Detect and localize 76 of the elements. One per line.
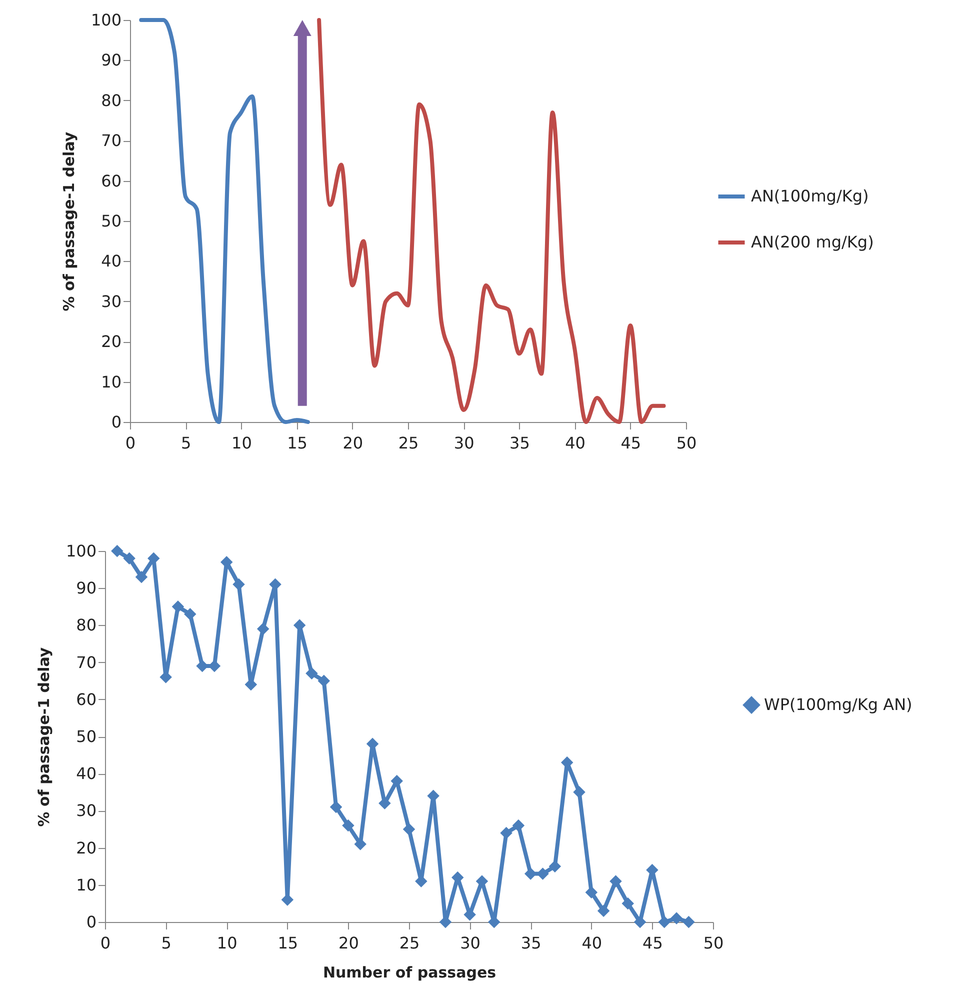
x-tick-label: 40	[582, 934, 602, 952]
x-tick-label: 30	[454, 434, 474, 452]
point	[585, 886, 598, 898]
y-axis-title: % of passage-1 delay	[34, 647, 53, 827]
y-tick-label: 10	[101, 372, 122, 392]
y-tick-label: 90	[101, 50, 122, 70]
x-tick-label: 15	[287, 434, 308, 452]
point	[306, 667, 318, 680]
point	[232, 578, 245, 591]
point	[500, 826, 512, 840]
x-tick-label: 50	[676, 434, 697, 452]
x-tick-label: 5	[181, 434, 192, 452]
point	[123, 552, 136, 565]
x-tick-label: 15	[278, 934, 298, 952]
point	[682, 916, 695, 928]
point	[111, 544, 124, 558]
y-tick-label: 90	[76, 578, 96, 598]
y-tick-label: 60	[76, 690, 96, 709]
x-tick-label: 25	[399, 934, 420, 952]
y-tick-label: 100	[90, 10, 122, 30]
x-tick-label: 45	[620, 434, 642, 452]
x-tick-label: 20	[338, 934, 359, 952]
point	[597, 904, 610, 917]
point	[573, 786, 586, 798]
x-tick-label: 20	[342, 434, 364, 452]
x-tick-label: 10	[232, 434, 252, 452]
y-tick-label: 70	[76, 652, 96, 672]
legend-label: AN(200 mg/Kg)	[751, 232, 874, 252]
point	[330, 800, 342, 814]
x-tick-label: 0	[125, 434, 136, 452]
point	[402, 823, 416, 836]
point	[622, 897, 634, 910]
point	[184, 608, 196, 620]
y-tick-label: 50	[76, 727, 96, 746]
y-tick-label: 0	[111, 412, 122, 432]
y-tick-label: 50	[101, 212, 122, 230]
point	[318, 674, 330, 687]
x-tick-label: 40	[565, 434, 586, 452]
point	[390, 774, 403, 788]
x-tick-label: 10	[216, 934, 238, 952]
point	[172, 600, 184, 613]
y-tick-label: 80	[101, 90, 122, 110]
x-tick-label: 25	[398, 434, 419, 452]
y-tick-label: 30	[76, 801, 96, 820]
point	[135, 570, 148, 584]
x-tick-label: 30	[460, 934, 480, 952]
y-axis-title: % of passage-1 delay	[60, 132, 78, 312]
x-tick-label: 50	[703, 934, 724, 952]
legend-label: AN(100mg/Kg)	[751, 186, 869, 206]
point	[548, 860, 562, 872]
y-tick-label: 20	[76, 838, 96, 858]
x-axis-title: Number of passages	[322, 964, 496, 982]
legend-label: WP(100mg/Kg AN)	[764, 695, 912, 714]
x-tick-label: 35	[510, 434, 530, 452]
point	[512, 819, 525, 832]
point	[658, 916, 670, 928]
y-tick-label: 80	[76, 616, 96, 635]
x-tick-label: 5	[161, 934, 172, 952]
point	[670, 912, 683, 924]
x-tick-label: 35	[520, 934, 542, 952]
y-tick-label: 70	[101, 131, 122, 150]
y-tick-label: 10	[76, 875, 96, 894]
y-tick-label: 40	[76, 764, 96, 784]
point	[256, 622, 270, 636]
y-tick-label: 100	[66, 542, 96, 560]
point	[610, 875, 622, 888]
point	[634, 916, 646, 928]
y-tick-label: 40	[101, 252, 122, 271]
point	[342, 819, 354, 832]
x-tick-label: 45	[642, 934, 663, 952]
line-series	[139, 18, 310, 424]
line-series	[317, 18, 666, 424]
y-tick-label: 60	[101, 171, 122, 190]
y-tick-label: 20	[101, 332, 122, 352]
y-tick-label: 30	[101, 292, 122, 311]
y-tick-label: 0	[86, 912, 96, 932]
